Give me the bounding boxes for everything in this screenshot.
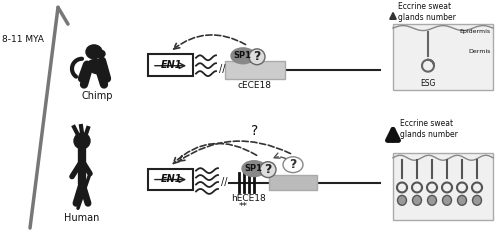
Ellipse shape — [231, 48, 255, 64]
Ellipse shape — [428, 195, 436, 205]
Text: SP1: SP1 — [244, 164, 262, 173]
Ellipse shape — [260, 162, 276, 178]
Text: Epidermis: Epidermis — [460, 29, 491, 34]
Ellipse shape — [458, 195, 466, 205]
Text: hECE18: hECE18 — [232, 194, 266, 203]
Text: Chimp: Chimp — [81, 91, 113, 101]
Ellipse shape — [86, 45, 102, 59]
Text: SP1: SP1 — [233, 51, 251, 60]
Circle shape — [74, 133, 90, 149]
Ellipse shape — [472, 195, 482, 205]
Text: ?: ? — [290, 158, 296, 171]
Text: Dermis: Dermis — [468, 49, 491, 54]
FancyBboxPatch shape — [148, 169, 193, 190]
Ellipse shape — [249, 49, 265, 65]
Text: ?: ? — [252, 124, 258, 138]
Text: //: // — [219, 64, 226, 74]
Text: ESG: ESG — [420, 79, 436, 89]
Text: Eccrine sweat
glands number: Eccrine sweat glands number — [400, 119, 458, 139]
Ellipse shape — [398, 195, 406, 205]
FancyBboxPatch shape — [393, 24, 493, 90]
Text: Eccrine sweat
glands number: Eccrine sweat glands number — [398, 2, 456, 22]
Text: EN1: EN1 — [161, 174, 183, 184]
Text: EN1: EN1 — [161, 60, 183, 70]
Ellipse shape — [283, 157, 303, 173]
Text: 8-11 MYA: 8-11 MYA — [2, 35, 44, 45]
Ellipse shape — [442, 195, 452, 205]
Text: //: // — [221, 177, 228, 187]
Ellipse shape — [87, 59, 107, 74]
FancyBboxPatch shape — [148, 54, 193, 75]
Text: ?: ? — [254, 50, 260, 63]
Ellipse shape — [242, 161, 266, 177]
Text: Human: Human — [64, 213, 100, 223]
Text: ?: ? — [264, 163, 272, 176]
FancyBboxPatch shape — [269, 175, 317, 190]
Text: **: ** — [238, 202, 248, 211]
Ellipse shape — [97, 50, 105, 57]
FancyBboxPatch shape — [225, 61, 285, 79]
Ellipse shape — [412, 195, 422, 205]
Text: cECE18: cECE18 — [238, 81, 272, 90]
FancyBboxPatch shape — [393, 153, 493, 220]
